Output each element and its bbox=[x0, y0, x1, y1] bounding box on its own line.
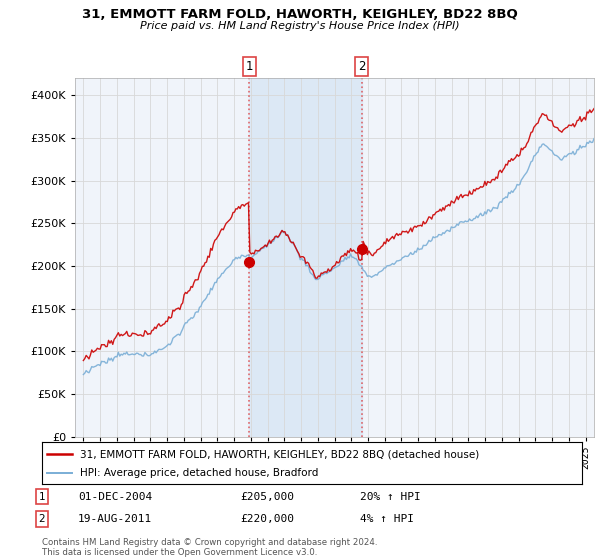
Text: 01-DEC-2004: 01-DEC-2004 bbox=[78, 492, 152, 502]
Text: 31, EMMOTT FARM FOLD, HAWORTH, KEIGHLEY, BD22 8BQ: 31, EMMOTT FARM FOLD, HAWORTH, KEIGHLEY,… bbox=[82, 8, 518, 21]
Text: £220,000: £220,000 bbox=[240, 514, 294, 524]
Text: 1: 1 bbox=[246, 60, 253, 73]
Text: Contains HM Land Registry data © Crown copyright and database right 2024.
This d: Contains HM Land Registry data © Crown c… bbox=[42, 538, 377, 557]
Text: 2: 2 bbox=[358, 60, 365, 73]
Text: 1: 1 bbox=[38, 492, 46, 502]
Text: £205,000: £205,000 bbox=[240, 492, 294, 502]
Bar bbox=[250, 78, 362, 437]
Text: Price paid vs. HM Land Registry's House Price Index (HPI): Price paid vs. HM Land Registry's House … bbox=[140, 21, 460, 31]
Text: 2: 2 bbox=[38, 514, 46, 524]
Text: HPI: Average price, detached house, Bradford: HPI: Average price, detached house, Brad… bbox=[80, 468, 318, 478]
Text: 4% ↑ HPI: 4% ↑ HPI bbox=[360, 514, 414, 524]
Text: 31, EMMOTT FARM FOLD, HAWORTH, KEIGHLEY, BD22 8BQ (detached house): 31, EMMOTT FARM FOLD, HAWORTH, KEIGHLEY,… bbox=[80, 449, 479, 459]
Text: 20% ↑ HPI: 20% ↑ HPI bbox=[360, 492, 421, 502]
Text: 19-AUG-2011: 19-AUG-2011 bbox=[78, 514, 152, 524]
